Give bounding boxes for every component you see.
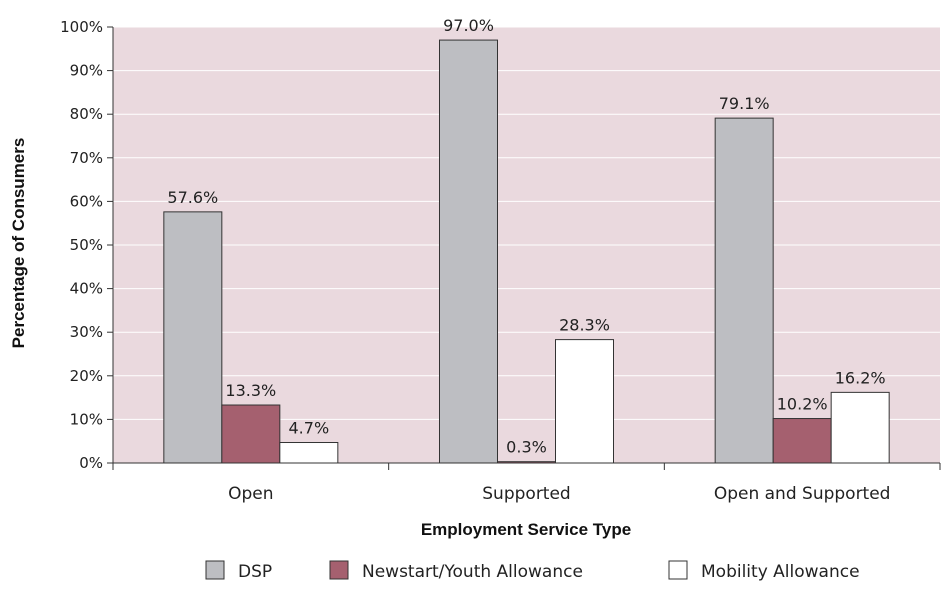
data-label: 28.3%	[559, 316, 610, 335]
data-label: 4.7%	[289, 419, 330, 438]
bars	[163, 39, 890, 464]
y-tick-label: 30%	[70, 323, 103, 341]
y-tick-label: 100%	[60, 18, 103, 36]
y-tick-label: 10%	[70, 410, 103, 428]
y-axis-title: Percentage of Consumers	[9, 138, 28, 349]
bar	[555, 339, 614, 464]
y-axis: 0% 10% 20% 30% 40% 50% 60% 70% 80% 90% 100%	[60, 18, 114, 472]
x-tick-label: Supported	[482, 484, 570, 504]
bar	[279, 442, 339, 464]
data-label: 13.3%	[225, 381, 276, 400]
x-axis-title: Employment Service Type	[421, 520, 631, 539]
legend-swatch	[668, 560, 688, 580]
bar	[221, 404, 281, 464]
data-label: 10.2%	[777, 395, 828, 414]
bar	[439, 39, 498, 464]
legend-swatch	[329, 560, 349, 580]
bar	[772, 418, 832, 464]
y-tick-label: 60%	[70, 192, 103, 210]
legend-label: Newstart/Youth Allowance	[362, 562, 583, 582]
legend-swatch	[205, 560, 225, 580]
data-label: 16.2%	[835, 368, 886, 387]
plot-area	[113, 26, 940, 463]
bar	[830, 391, 890, 464]
bar	[497, 461, 556, 464]
y-tick-label: 70%	[70, 149, 103, 167]
y-tick-label: 90%	[70, 62, 103, 80]
y-tick-label: 50%	[70, 236, 103, 254]
legend-label: Mobility Allowance	[701, 562, 860, 582]
x-axis: Open Supported Open and Supported	[112, 462, 941, 504]
data-labels: 57.6% 13.3% 4.7% 97.0% 0.3% 28.3% 79.1% 10.2% 16…	[167, 16, 885, 457]
legend-label: DSP	[238, 562, 272, 582]
data-label: 57.6%	[167, 188, 218, 207]
y-tick-label: 40%	[70, 280, 103, 298]
bar	[163, 211, 223, 464]
bar	[714, 117, 774, 464]
x-tick-label: Open and Supported	[714, 484, 891, 504]
legend: DSP Newstart/Youth Allowance Mobility Allo…	[205, 560, 860, 582]
data-label: 0.3%	[506, 438, 547, 457]
y-tick-label: 80%	[70, 105, 103, 123]
y-tick-label: 0%	[79, 454, 103, 472]
data-label: 79.1%	[719, 94, 770, 113]
x-tick-label: Open	[228, 484, 273, 504]
y-tick-label: 20%	[70, 367, 103, 385]
data-label: 97.0%	[443, 16, 494, 35]
